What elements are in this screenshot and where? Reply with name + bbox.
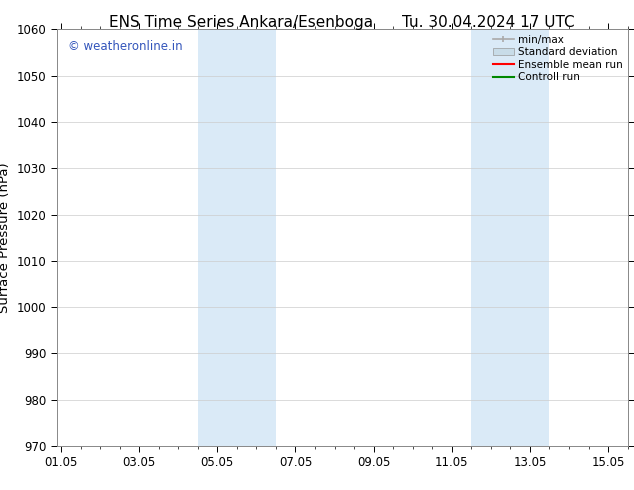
- Bar: [198, 29, 276, 446]
- Text: Tu. 30.04.2024 17 UTC: Tu. 30.04.2024 17 UTC: [402, 15, 574, 30]
- Text: © weatheronline.in: © weatheronline.in: [68, 40, 183, 53]
- Bar: [471, 29, 550, 446]
- Legend: min/max, Standard deviation, Ensemble mean run, Controll run: min/max, Standard deviation, Ensemble me…: [491, 32, 624, 84]
- Text: ENS Time Series Ankara/Esenboga: ENS Time Series Ankara/Esenboga: [109, 15, 373, 30]
- Y-axis label: Surface Pressure (hPa): Surface Pressure (hPa): [0, 162, 11, 313]
